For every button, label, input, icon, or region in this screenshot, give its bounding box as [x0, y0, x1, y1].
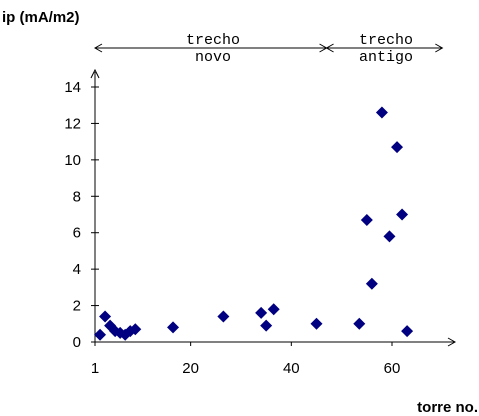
data-point: [94, 328, 107, 341]
segment-label: trecho: [186, 32, 240, 49]
x-tick-label: 20: [182, 360, 199, 377]
y-axis-arrow: [90, 68, 100, 79]
segment-arrow-head-right: [435, 43, 444, 53]
y-tick-label: 0: [73, 334, 81, 351]
y-tick-label: 14: [64, 79, 81, 96]
data-points: [94, 106, 414, 341]
data-point: [310, 317, 323, 330]
data-point: [396, 208, 409, 221]
data-point: [99, 310, 112, 323]
x-axis-title: torre no.: [417, 399, 478, 416]
axes: [90, 68, 457, 347]
data-point: [383, 230, 396, 243]
y-tick-label: 4: [73, 261, 81, 278]
segment-label: novo: [195, 49, 231, 66]
data-point: [353, 317, 366, 330]
data-point: [260, 319, 273, 332]
data-point: [365, 277, 378, 290]
data-point: [375, 106, 388, 119]
data-point: [401, 325, 414, 338]
data-point: [255, 306, 268, 319]
y-tick-label: 2: [73, 298, 81, 315]
x-tick-label: 60: [384, 360, 401, 377]
data-point: [267, 303, 280, 316]
data-point: [391, 141, 404, 154]
data-point: [217, 310, 230, 323]
y-tick-label: 6: [73, 225, 81, 242]
segment-arrow-head-left: [93, 43, 103, 53]
y-tick-label: 10: [64, 152, 81, 169]
segment-label: antigo: [359, 49, 413, 66]
x-tick-label: 1: [91, 360, 99, 377]
data-point: [167, 321, 180, 334]
segment-label: trecho: [359, 32, 413, 49]
y-tick-label: 8: [73, 188, 81, 205]
segment-arrow-head-left: [325, 43, 334, 53]
x-axis-arrow: [447, 337, 457, 347]
y-axis-title: ip (mA/m2): [2, 9, 80, 26]
y-tick-label: 12: [64, 115, 81, 132]
x-tick-label: 40: [283, 360, 300, 377]
data-point: [129, 323, 142, 336]
data-point: [360, 213, 373, 226]
ticks: 0 2 4 6 8 10 12 14 1 20 40 60: [64, 79, 400, 377]
